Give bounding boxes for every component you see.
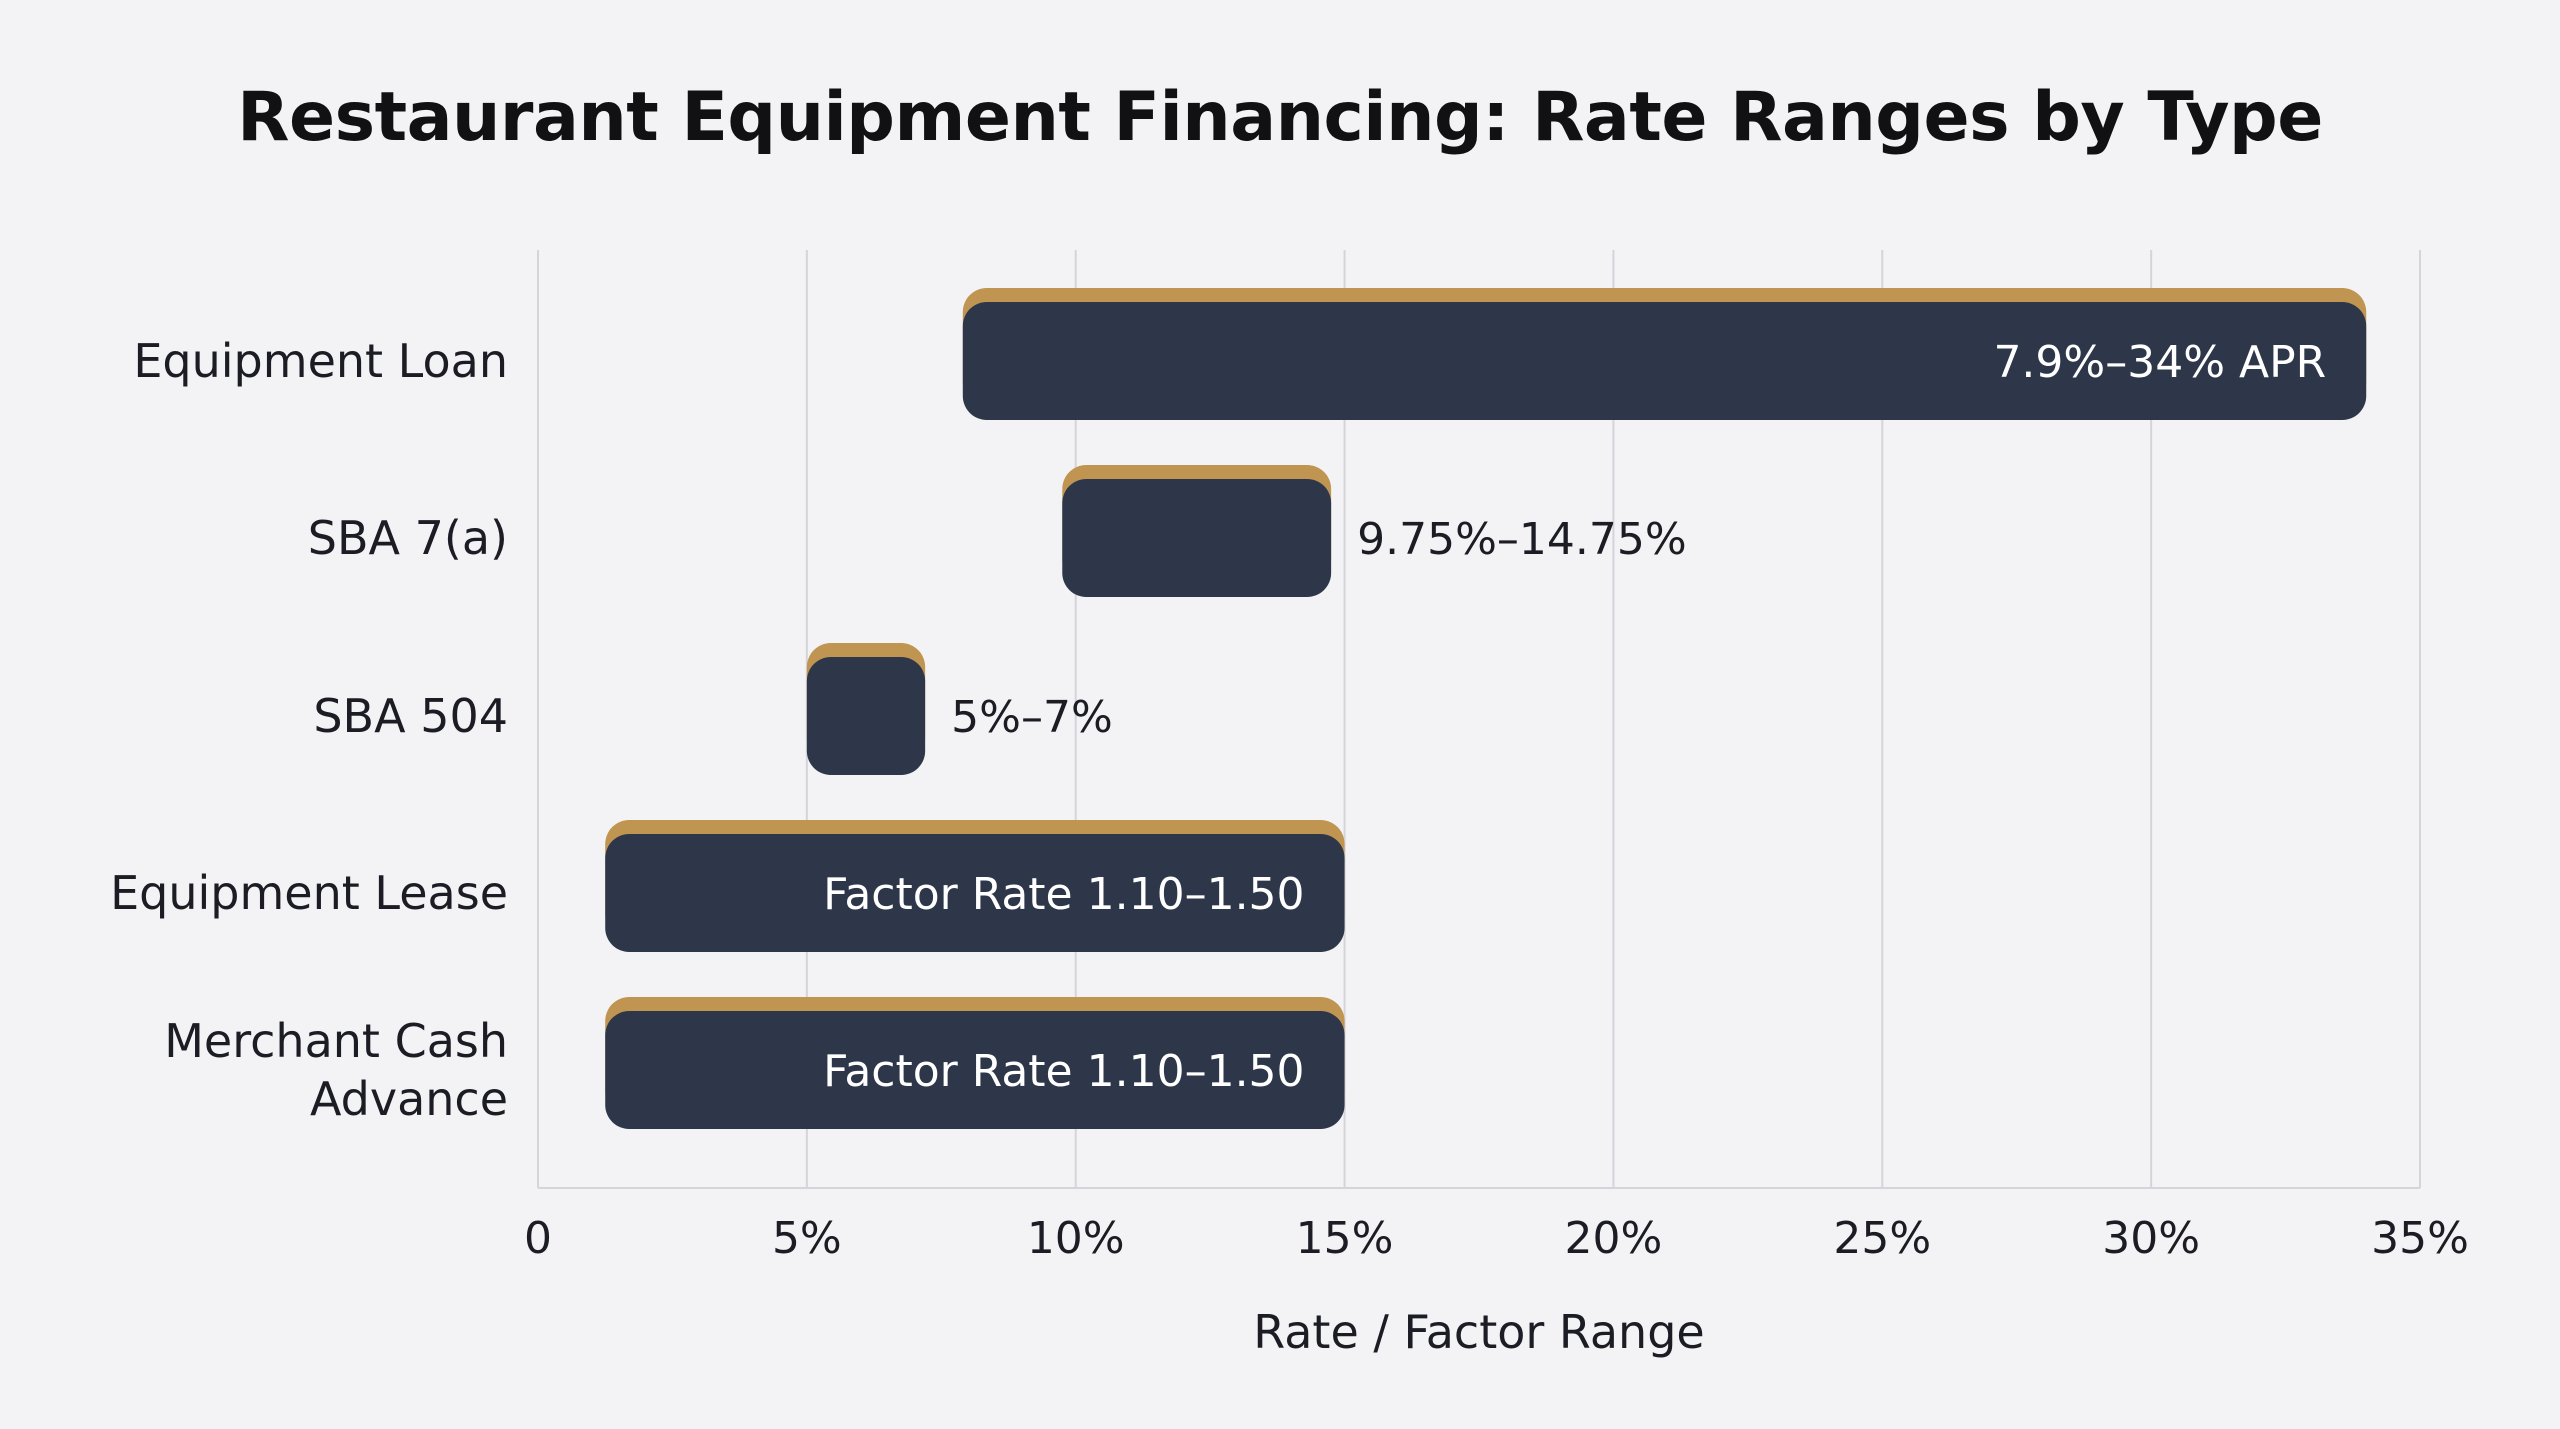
- category-label: SBA 504: [313, 689, 508, 743]
- category-label-line: SBA 504: [313, 689, 508, 743]
- category-label-line: SBA 7(a): [308, 511, 508, 565]
- bar-value-label: 9.75%–14.75%: [1357, 514, 1687, 565]
- x-tick-label: 20%: [1565, 1213, 1663, 1264]
- chart-title: Restaurant Equipment Financing: Rate Ran…: [237, 78, 2323, 157]
- x-tick-label: 30%: [2102, 1213, 2200, 1264]
- bars: 7.9%–34% APR 9.75%–14.75% 5%–7% Factor Rate…: [605, 288, 2367, 1129]
- x-tick-label: 5%: [772, 1213, 842, 1264]
- category-label-line: Equipment Lease: [110, 866, 508, 920]
- category-label: Equipment Loan: [133, 334, 508, 388]
- bar-group: Factor Rate 1.10–1.50: [605, 820, 1345, 952]
- category-label: Equipment Lease: [110, 866, 508, 920]
- x-tick-label: 10%: [1027, 1213, 1125, 1264]
- x-tick-label: 35%: [2371, 1213, 2469, 1264]
- x-tick-labels: 0 5% 10% 15% 20% 25% 30% 35%: [524, 1213, 2469, 1264]
- bar-value-label: Factor Rate 1.10–1.50: [823, 1046, 1305, 1097]
- bar-group: 9.75%–14.75%: [1062, 465, 1687, 597]
- bar-value-label: Factor Rate 1.10–1.50: [823, 869, 1305, 920]
- bar-group: 5%–7%: [806, 643, 1113, 775]
- bar-group: Factor Rate 1.10–1.50: [605, 997, 1345, 1129]
- category-labels: Equipment Loan SBA 7(a) SBA 504 Equipment L…: [110, 334, 508, 1126]
- category-label-line: Advance: [310, 1072, 508, 1126]
- bar: [962, 302, 2367, 420]
- category-label: Merchant Cash Advance: [164, 1014, 508, 1126]
- bar-value-label: 5%–7%: [951, 692, 1113, 743]
- bar: [806, 657, 926, 775]
- category-label-line: Equipment Loan: [133, 334, 508, 388]
- bar: [1062, 479, 1332, 597]
- x-tick-label: 15%: [1296, 1213, 1394, 1264]
- x-tick-label: 0: [524, 1213, 552, 1264]
- bar-group: 7.9%–34% APR: [962, 288, 2367, 420]
- x-tick-label: 25%: [1833, 1213, 1931, 1264]
- bar: [605, 1011, 1345, 1129]
- category-label-line: Merchant Cash: [164, 1014, 508, 1068]
- category-label: SBA 7(a): [308, 511, 508, 565]
- x-axis-label: Rate / Factor Range: [1253, 1305, 1704, 1359]
- bar-value-label: 7.9%–34% APR: [1993, 337, 2326, 388]
- bar: [605, 834, 1345, 952]
